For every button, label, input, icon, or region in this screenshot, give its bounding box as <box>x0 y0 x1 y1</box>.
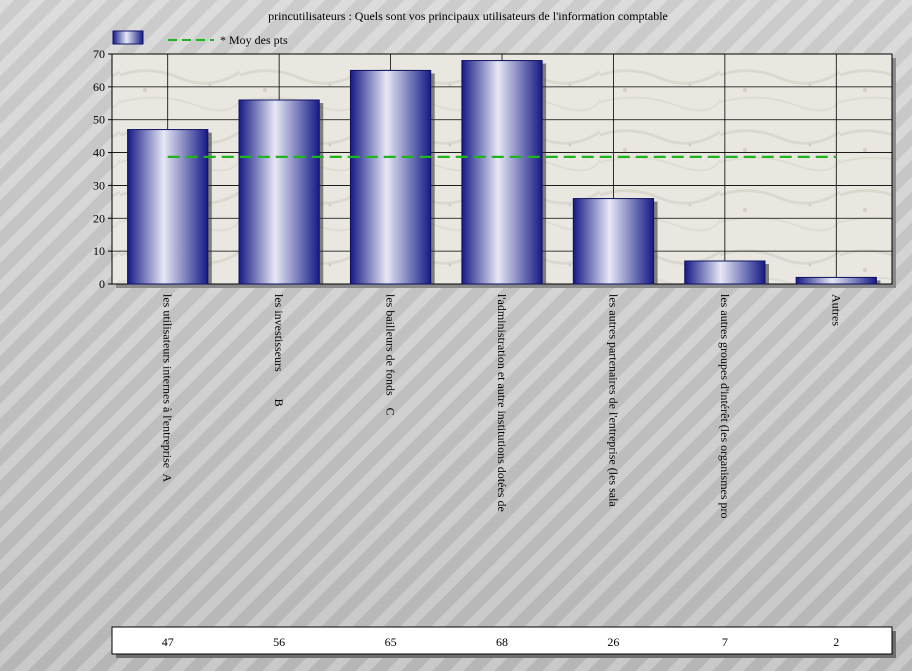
x-category-label: les autres partenaires de l'entreprise (… <box>606 294 620 507</box>
y-tick-label: 0 <box>99 277 105 291</box>
y-tick-label: 20 <box>93 211 105 225</box>
y-tick-label: 50 <box>93 113 105 127</box>
value-label: 47 <box>162 635 174 649</box>
value-label: 2 <box>833 635 839 649</box>
bar <box>684 260 766 285</box>
y-tick-label: 30 <box>93 178 105 192</box>
value-table <box>111 626 893 655</box>
y-tick-label: 70 <box>93 47 105 61</box>
x-category-label: les bailleurs de fonds C <box>384 294 398 416</box>
bar <box>572 198 655 285</box>
x-category-label: les autres groupes d'intérêt (les organi… <box>718 294 732 519</box>
bar <box>127 129 209 285</box>
value-label: 68 <box>496 635 508 649</box>
y-tick-label: 40 <box>93 146 105 160</box>
y-axis: 0 10 20 30 40 50 60 70 <box>93 47 112 291</box>
bars <box>127 60 881 285</box>
legend-bar-swatch <box>112 30 144 45</box>
legend-line-label: * Moy des pts <box>220 33 288 47</box>
x-category-label: Autres <box>829 294 843 326</box>
x-axis-labels: les utilisateurs internes à l'entreprise… <box>161 294 844 519</box>
bar <box>238 99 320 285</box>
bar <box>461 60 543 285</box>
y-tick-label: 10 <box>93 244 105 258</box>
legend: * Moy des pts <box>112 30 288 47</box>
y-tick-label: 60 <box>93 80 105 94</box>
x-category-label: les investisseurs B <box>272 294 286 407</box>
bar <box>349 69 432 285</box>
chart-title: princutilisateurs : Quels sont vos princ… <box>268 9 668 23</box>
value-row: 47 56 65 68 26 7 2 <box>162 635 840 649</box>
x-category-label: les utilisateurs internes à l'entreprise… <box>161 294 175 482</box>
x-category-label: l'administration et autre institutions d… <box>495 294 509 512</box>
value-label: 26 <box>607 635 619 649</box>
bar <box>795 276 877 285</box>
value-label: 65 <box>385 635 397 649</box>
value-label: 7 <box>722 635 728 649</box>
value-label: 56 <box>273 635 285 649</box>
